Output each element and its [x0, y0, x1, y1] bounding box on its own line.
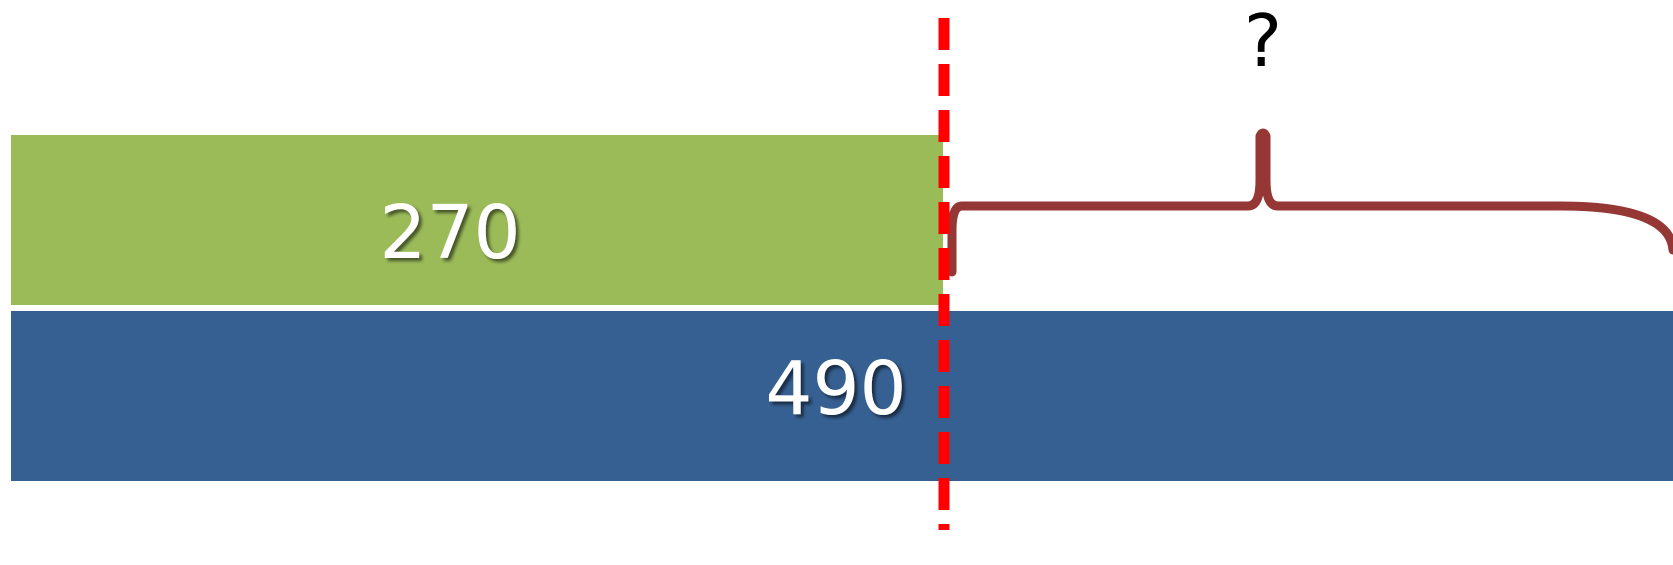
bar-270-label: 270 [379, 190, 520, 276]
difference-brace [947, 128, 1673, 277]
bar-490 [11, 311, 1673, 481]
bar-490-label: 490 [765, 346, 906, 432]
difference-question-label: ? [1244, 0, 1282, 83]
bar-270 [11, 135, 943, 305]
